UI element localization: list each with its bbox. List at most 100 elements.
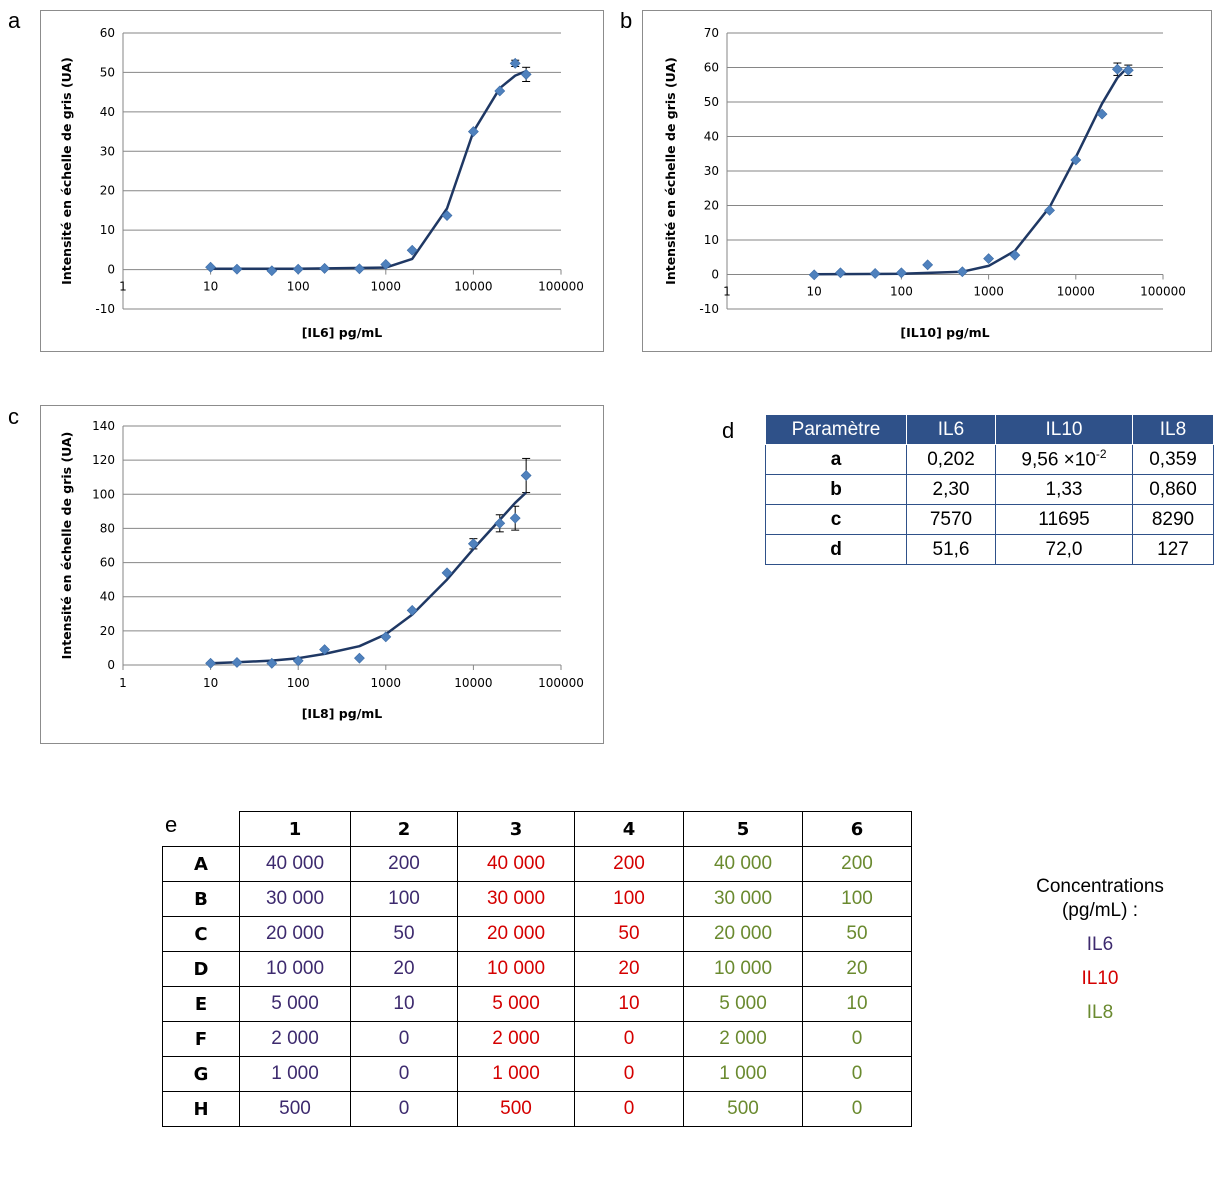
x-axis-label: [IL10] pg/mL — [900, 325, 989, 340]
plate-cell: 20 000 — [683, 916, 803, 952]
plate-cell: 5 000 — [239, 986, 351, 1022]
cell-il10: 9,56 ×10-2 — [995, 444, 1133, 475]
y-tick-label: 10 — [100, 223, 115, 237]
y-axis-label: Intensité en échelle de gris (UA) — [59, 57, 74, 285]
y-axis-label: Intensité en échelle de gris (UA) — [663, 57, 678, 285]
legend-title: Concentrations — [1036, 876, 1164, 897]
plate-cell: 5 000 — [683, 986, 803, 1022]
x-tick-label: 1000 — [371, 280, 402, 294]
x-tick-label: 1 — [723, 285, 731, 299]
plate-cell: 20 000 — [239, 916, 351, 952]
plate-row-label: G — [162, 1056, 240, 1092]
data-point — [494, 85, 506, 97]
cell-il6: 0,202 — [906, 444, 996, 475]
x-tick-label: 10000 — [454, 280, 492, 294]
data-point — [520, 470, 532, 481]
plate-cell: 0 — [574, 1091, 684, 1127]
plate-col-4: 4 — [574, 811, 684, 847]
x-tick-label: 100 — [287, 280, 310, 294]
x-tick-label: 100000 — [538, 280, 584, 294]
row-label: d — [765, 534, 907, 565]
y-tick-label: 100 — [92, 487, 115, 501]
plate-cell: 100 — [802, 881, 912, 917]
data-point — [922, 259, 934, 271]
plate-cell: 30 000 — [683, 881, 803, 917]
plate-col-6: 6 — [802, 811, 912, 847]
x-axis-label: [IL8] pg/mL — [302, 706, 383, 721]
plate-cell: 2 000 — [683, 1021, 803, 1057]
plate-row-label: E — [162, 986, 240, 1022]
data-point — [231, 657, 243, 668]
plate-cell: 50 — [574, 916, 684, 952]
plate-row-label: H — [162, 1091, 240, 1127]
data-point — [266, 265, 278, 277]
x-tick-label: 1 — [119, 676, 127, 690]
data-point — [380, 259, 392, 270]
plate-cell: 2 000 — [457, 1021, 575, 1057]
data-point — [292, 263, 304, 275]
data-point — [509, 57, 521, 69]
y-tick-label: 120 — [92, 453, 115, 467]
plate-cell: 0 — [350, 1056, 458, 1092]
plate-cell: 0 — [574, 1056, 684, 1092]
chart-a: -10 0 10 20 30 40 50 60 1 10 100 1000 10000 100000 [IL… — [40, 10, 604, 352]
chart-c-svg: 0 20 40 60 80 100 120 140 1 10 100 1000 10000 100000 [… — [59, 419, 584, 721]
concentration-legend: Concentrations (pg/mL) : IL6 IL10 IL8 — [1000, 875, 1200, 1025]
row-label: c — [765, 504, 907, 535]
fit-curve — [210, 70, 527, 271]
legend-unit: (pg/mL) : — [1061, 900, 1139, 921]
cell-il8: 8290 — [1132, 504, 1214, 535]
data-point — [231, 263, 243, 275]
data-point — [467, 126, 479, 137]
chart-b-svg: -10 0 10 20 30 40 50 60 70 1 10 100 1000 10000 100000 [… — [663, 26, 1186, 340]
header-il10: IL10 — [995, 414, 1133, 445]
plate-cell: 40 000 — [457, 846, 575, 882]
plate-cell: 50 — [350, 916, 458, 952]
plate-col-5: 5 — [683, 811, 803, 847]
plate-cell: 100 — [350, 881, 458, 917]
table-row: H 500 0 500 0 500 0 — [162, 1091, 912, 1127]
table-row: B 30 000 100 30 000 100 30 000 100 — [162, 881, 912, 917]
plate-row-label: A — [162, 846, 240, 882]
x-tick-label: 100 — [287, 676, 310, 690]
data-point — [319, 644, 330, 656]
data-point — [406, 604, 418, 616]
cell-il8: 0,359 — [1132, 444, 1214, 475]
cell-il10: 1,33 — [995, 474, 1133, 505]
y-tick-label: 60 — [704, 61, 719, 75]
table-row: c 7570 11695 8290 — [765, 504, 1214, 535]
plate-cell: 0 — [574, 1021, 684, 1057]
plate-cell: 0 — [350, 1091, 458, 1127]
table-row: d 51,6 72,0 127 — [765, 534, 1214, 565]
x-tick-label: 10 — [807, 285, 822, 299]
data-point — [956, 266, 968, 278]
data-point — [1122, 64, 1134, 76]
data-point — [380, 631, 392, 643]
plate-cell: 20 — [574, 951, 684, 987]
plate-header-row: 1 2 3 4 5 6 — [162, 811, 912, 847]
y-tick-label: 140 — [92, 419, 115, 433]
cell-il10: 11695 — [995, 504, 1133, 535]
plate-cell: 30 000 — [457, 881, 575, 917]
plate-cell: 50 — [802, 916, 912, 952]
y-tick-label: 50 — [704, 95, 719, 109]
chart-b: -10 0 10 20 30 40 50 60 70 1 10 100 1000 10000 100000 [… — [642, 10, 1212, 352]
y-tick-label: 50 — [100, 65, 115, 79]
y-tick-label: 60 — [100, 26, 115, 40]
y-tick-label: 0 — [711, 268, 719, 282]
data-point — [509, 512, 521, 524]
cell-il8: 0,860 — [1132, 474, 1214, 505]
x-tick-label: 100000 — [538, 676, 584, 690]
plate-cell: 1 000 — [683, 1056, 803, 1092]
plate-cell: 10 — [574, 986, 684, 1022]
header-il6: IL6 — [906, 414, 996, 445]
data-point — [520, 68, 532, 80]
data-point — [441, 210, 453, 221]
y-tick-label: 10 — [704, 233, 719, 247]
y-tick-label: 40 — [704, 130, 719, 144]
plate-cell: 5 000 — [457, 986, 575, 1022]
plate-cell: 0 — [802, 1021, 912, 1057]
plate-cell: 1 000 — [457, 1056, 575, 1092]
plate-cell: 200 — [802, 846, 912, 882]
x-tick-label: 1000 — [973, 285, 1004, 299]
